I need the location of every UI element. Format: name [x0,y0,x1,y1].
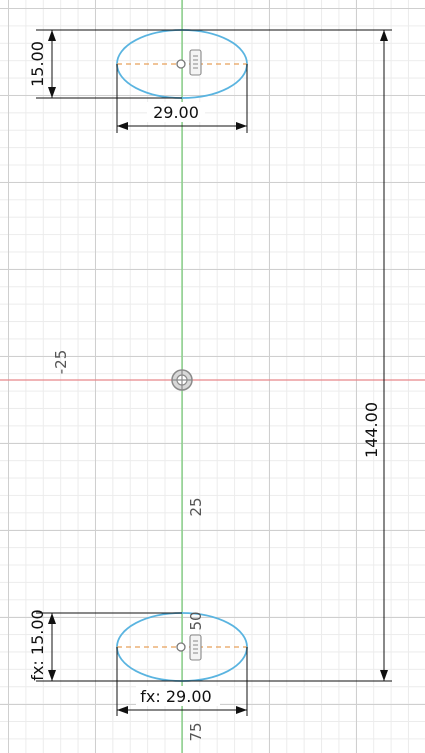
ruler-label-75: 75 [187,722,205,741]
dimension-bottom-height[interactable]: fx: 15.00 [28,609,47,680]
center-point-icon[interactable] [176,59,186,69]
ruler-label-25: 25 [187,497,205,516]
midpoint-constraint-icon[interactable] [189,49,202,76]
origin-icon[interactable] [171,369,193,391]
dimension-top-height[interactable]: 15.00 [28,41,47,87]
dimension-bottom-width[interactable]: fx: 29.00 [140,687,211,706]
center-point-icon[interactable] [176,642,186,652]
ruler-label-50: 50 [187,611,205,630]
dimension-top-width[interactable]: 29.00 [153,103,199,122]
ruler-label-neg25: -25 [52,350,70,375]
midpoint-constraint-icon[interactable] [189,634,202,661]
dimension-overall-height[interactable]: 144.00 [362,402,381,458]
